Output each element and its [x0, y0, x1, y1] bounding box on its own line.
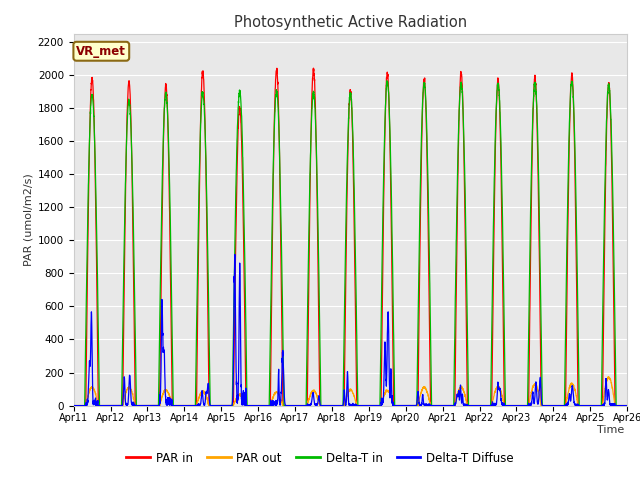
Legend: PAR in, PAR out, Delta-T in, Delta-T Diffuse: PAR in, PAR out, Delta-T in, Delta-T Dif…: [122, 447, 518, 469]
Y-axis label: PAR (umol/m2/s): PAR (umol/m2/s): [24, 173, 33, 266]
Text: VR_met: VR_met: [76, 45, 126, 58]
Text: Time: Time: [596, 425, 624, 435]
Title: Photosynthetic Active Radiation: Photosynthetic Active Radiation: [234, 15, 467, 30]
